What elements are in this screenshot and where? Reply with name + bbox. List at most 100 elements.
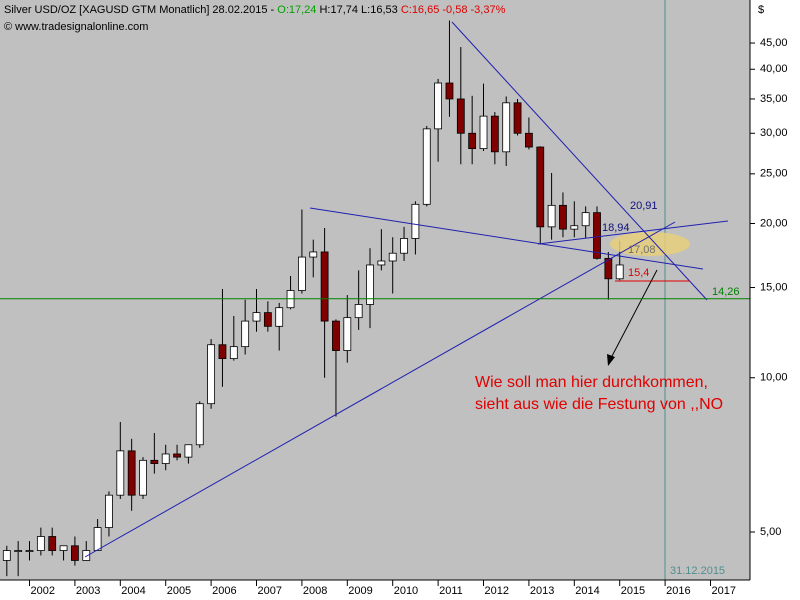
header-instrument: Silver USD/OZ [XAGUSD GTM Monatlich] 28.…: [4, 4, 277, 16]
candle-body: [581, 212, 590, 227]
x-tick-label: 2009: [348, 585, 372, 597]
x-tick-label: 2005: [167, 585, 191, 597]
currency: $: [758, 4, 764, 16]
x-tick-label: 2010: [394, 585, 418, 597]
y-tick-label: 45,00: [760, 37, 788, 49]
header-open: O:17,24: [277, 4, 316, 16]
candle-body: [320, 251, 329, 322]
highlight-ellipse: [610, 232, 690, 256]
candles: [2, 20, 624, 577]
candle-body: [468, 132, 477, 150]
candle-body: [252, 312, 261, 322]
candle-body: [456, 98, 465, 134]
header-close: C:16,65 -0,58 -3,37%: [401, 4, 506, 16]
x-tick-label: 2006: [212, 585, 236, 597]
candle-body: [366, 264, 374, 305]
candle-body: [36, 536, 45, 551]
candle-body: [354, 304, 363, 319]
y-tick-label: 25,00: [760, 168, 788, 180]
annotation: 20,91: [630, 200, 658, 212]
trendline: [309, 207, 704, 270]
candle-body: [525, 132, 533, 148]
candle-body: [218, 344, 227, 359]
header: Silver USD/OZ [XAGUSD GTM Monatlich] 28.…: [4, 4, 506, 16]
candle-body: [207, 344, 216, 405]
candle-body: [59, 545, 68, 551]
candle-body: [400, 238, 408, 254]
candle-body: [502, 102, 511, 153]
candle-body: [93, 527, 102, 551]
y-tick-label: 30,00: [760, 127, 788, 139]
candle-body: [434, 82, 443, 130]
x-tick-label: 2014: [575, 585, 599, 597]
y-tick-label: 35,00: [760, 93, 788, 105]
candle-body: [445, 82, 454, 100]
y-tick-label: 15,00: [760, 281, 788, 293]
candle-body: [173, 453, 181, 458]
watermark: © www.tradesignalonline.com: [4, 21, 148, 33]
arrow: [610, 269, 658, 359]
candle-body: [536, 146, 545, 228]
candle-body: [377, 260, 386, 266]
candle-body: [422, 128, 431, 205]
candle-body: [229, 346, 238, 359]
date-label: 31.12.2015: [670, 565, 725, 577]
x-tick-label: 2017: [712, 585, 736, 597]
y-tick-label: 10,00: [760, 372, 788, 384]
candle-body: [547, 204, 556, 228]
candle-body: [116, 450, 125, 496]
arrow-head: [607, 354, 615, 366]
x-tick-label: 2008: [303, 585, 327, 597]
candle-body: [604, 257, 613, 280]
candle-body: [25, 550, 34, 552]
trendline: [451, 21, 708, 301]
candle-body: [593, 212, 601, 259]
annotation: 14,26: [712, 286, 740, 298]
candle-body: [479, 115, 488, 150]
x-tick-label: 2015: [621, 585, 645, 597]
candle-body: [615, 264, 624, 280]
candle-body: [127, 450, 136, 496]
candle-body: [332, 320, 340, 351]
candle-body: [343, 317, 352, 351]
candle-body: [14, 550, 23, 552]
candle-body: [298, 256, 306, 291]
x-tick-label: 2011: [439, 585, 463, 597]
annotation: 17,08: [628, 244, 656, 256]
candle-body: [275, 307, 284, 327]
y-tick-label: 20,00: [760, 217, 788, 229]
candle-body: [150, 459, 159, 464]
candle-body: [139, 459, 147, 496]
y-tick-label: 5,00: [760, 526, 781, 538]
trendline: [537, 220, 729, 245]
candle-body: [263, 312, 272, 327]
x-tick-label: 2016: [666, 585, 690, 597]
candle-body: [411, 203, 420, 239]
candle-body: [490, 115, 499, 153]
candle-body: [48, 536, 57, 551]
candle-body: [184, 444, 193, 458]
x-tick-label: 2002: [31, 585, 55, 597]
comment: Wie soll man hier durchkommen,: [475, 374, 708, 391]
candle-body: [559, 204, 567, 230]
annotation: 15,4: [628, 267, 649, 279]
plot-area: [0, 0, 750, 580]
x-tick-label: 2013: [530, 585, 554, 597]
candle-body: [82, 550, 91, 561]
y-tick-label: 40,00: [760, 63, 788, 75]
candle-body: [195, 403, 204, 446]
candle-body: [241, 320, 250, 348]
comment: sieht aus wie die Festung von ,,NO: [475, 396, 723, 413]
candle-body: [2, 550, 11, 561]
x-tick-label: 2007: [258, 585, 282, 597]
x-tick-label: 2004: [121, 585, 145, 597]
header-highlow: H:17,74 L:16,53: [316, 4, 400, 16]
trendline: [84, 221, 676, 558]
x-tick-label: 2012: [485, 585, 509, 597]
candle-body: [161, 453, 170, 464]
x-tick-label: 2003: [76, 585, 100, 597]
candle-body: [71, 545, 79, 561]
candle-body: [105, 494, 113, 528]
